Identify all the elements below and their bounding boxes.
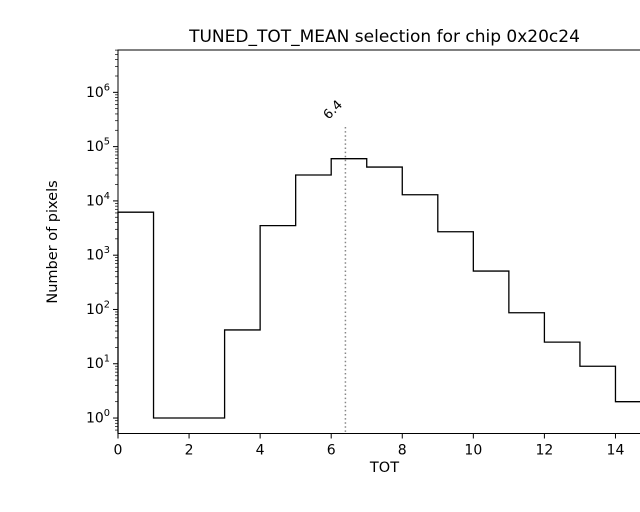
x-major-ticks: 0 2 4 6 8 10 12 14 bbox=[114, 433, 625, 459]
chart-title: TUNED_TOT_MEAN selection for chip 0x20c2… bbox=[188, 27, 580, 47]
y-axis-label: Number of pixels bbox=[45, 180, 61, 303]
figure-background bbox=[40, 16, 640, 496]
x-axis-label: TOT bbox=[369, 460, 399, 476]
x-tick-label: 8 bbox=[398, 443, 407, 459]
x-tick-label: 4 bbox=[256, 443, 265, 459]
axes-border bbox=[117, 49, 640, 434]
x-tick-label: 10 bbox=[464, 443, 482, 459]
x-tick-label: 14 bbox=[607, 443, 625, 459]
x-tick-label: 0 bbox=[114, 443, 123, 459]
x-tick-label: 2 bbox=[185, 443, 194, 459]
histogram-step-line bbox=[117, 158, 640, 434]
x-tick-label: 6 bbox=[327, 443, 336, 459]
tot-histogram-figure: 100 101 102 103 104 105 106 0 2 4 6 8 10 12 14 TUNED_… bbox=[40, 16, 640, 496]
x-tick-label: 12 bbox=[535, 443, 553, 459]
